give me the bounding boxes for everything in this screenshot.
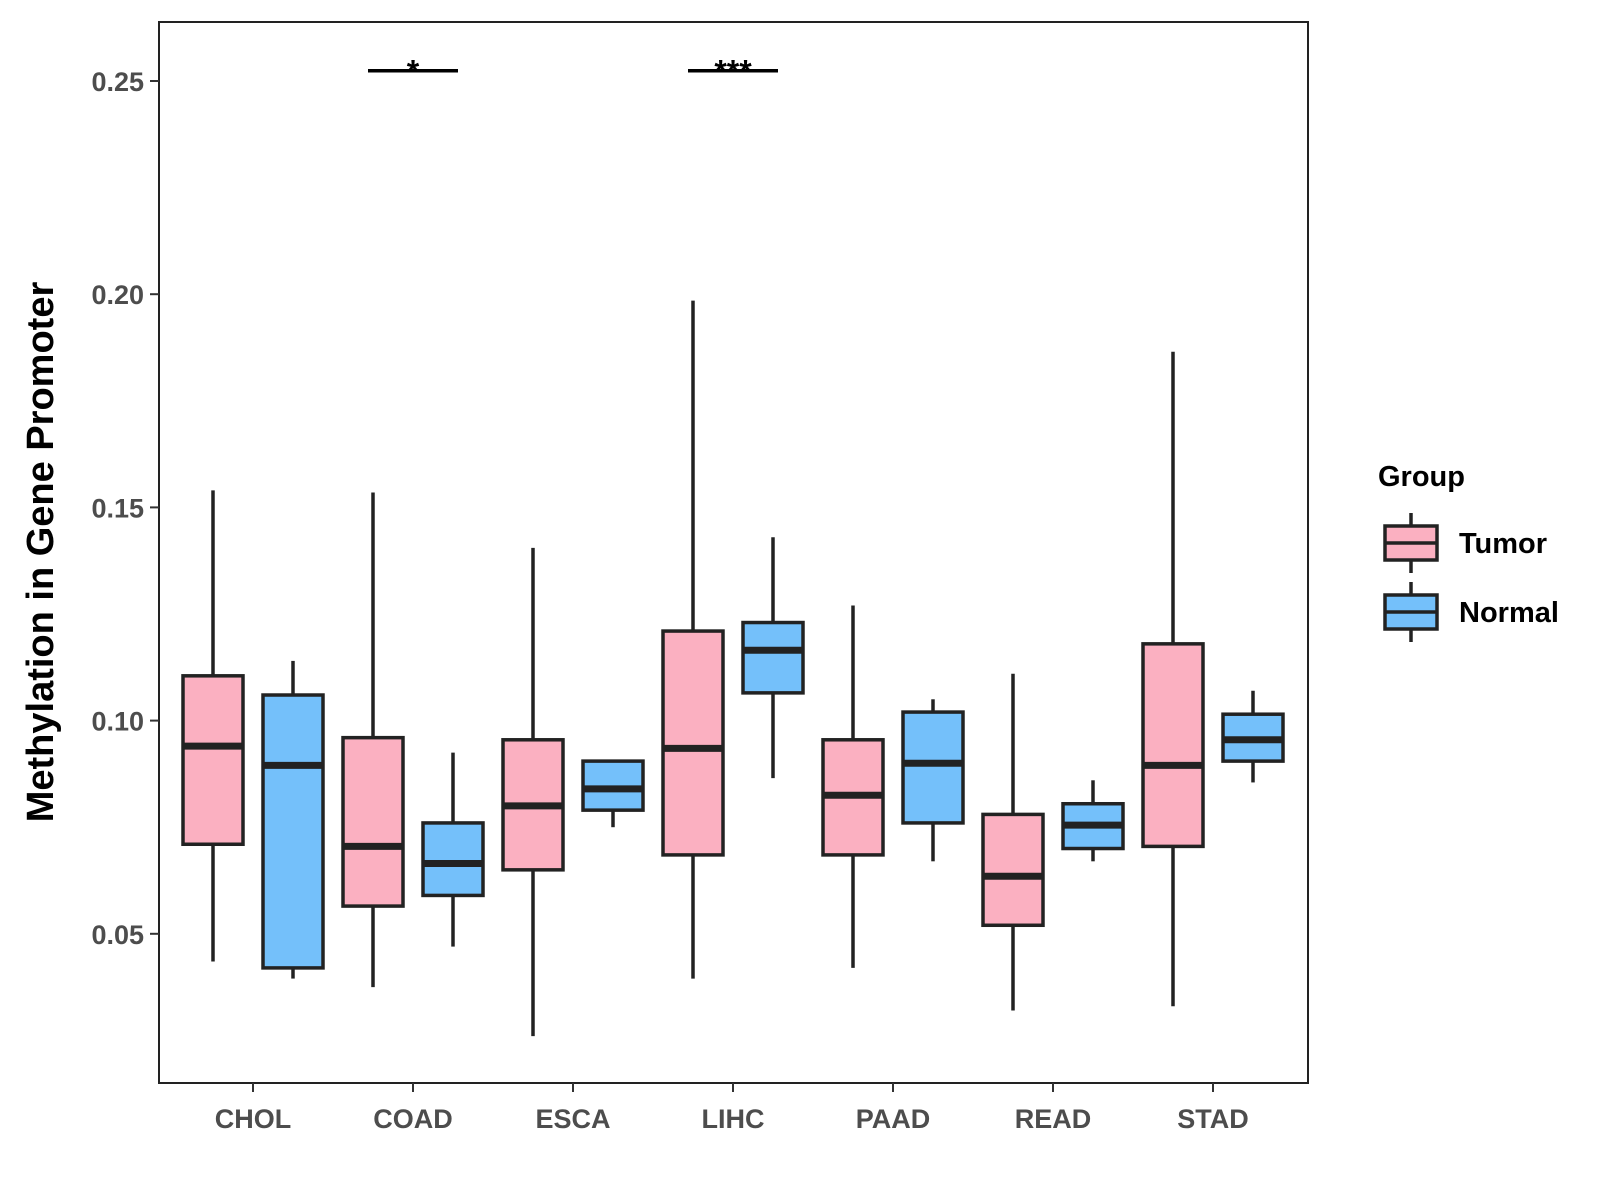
y-tick-label: 0.10 <box>91 707 144 737</box>
y-tick-label: 0.15 <box>91 493 144 523</box>
box-tumor-esca <box>501 547 565 1037</box>
significance-label: *** <box>714 54 752 90</box>
legend-title: Group <box>1378 461 1465 493</box>
box-normal-chol <box>261 660 325 979</box>
y-tick-label: 0.25 <box>91 67 144 97</box>
legend-label-tumor: Tumor <box>1459 528 1547 560</box>
box-iqr <box>901 710 965 825</box>
box-normal-lihc <box>741 537 805 779</box>
legend: Group Tumor Normal <box>1378 461 1559 642</box>
box-normal-stad <box>1221 690 1285 783</box>
box-iqr <box>741 620 805 695</box>
box-normal-paad <box>901 699 965 862</box>
y-axis-title: Methylation in Gene Promoter <box>20 282 62 823</box>
box-tumor-coad <box>341 492 405 988</box>
boxes-layer <box>181 300 1285 1037</box>
box-tumor-paad <box>821 605 885 968</box>
box-tumor-stad <box>1141 351 1205 1007</box>
x-tick-label: CHOL <box>215 1104 292 1134</box>
box-iqr <box>1141 642 1205 849</box>
y-axis: 0.05 0.10 0.15 0.20 0.25 <box>91 67 159 950</box>
box-iqr <box>981 812 1045 928</box>
x-axis: CHOL COAD ESCA LIHC PAAD READ STAD <box>215 1083 1249 1134</box>
box-iqr <box>181 674 245 847</box>
box-iqr <box>261 693 325 970</box>
y-tick-label: 0.20 <box>91 280 144 310</box>
x-tick-label: LIHC <box>702 1104 765 1134</box>
significance-label: * <box>407 54 420 90</box>
box-tumor-read <box>981 673 1045 1011</box>
box-tumor-lihc <box>661 300 725 979</box>
x-tick-label: COAD <box>373 1104 453 1134</box>
box-normal-esca <box>581 759 645 828</box>
box-iqr <box>341 735 405 908</box>
x-tick-label: READ <box>1015 1104 1092 1134</box>
y-tick-label: 0.05 <box>91 920 144 950</box>
box-iqr <box>421 821 485 898</box>
box-normal-read <box>1061 780 1125 862</box>
box-iqr <box>661 629 725 857</box>
legend-key-normal <box>1383 582 1439 642</box>
x-tick-label: STAD <box>1177 1104 1249 1134</box>
legend-key-tumor <box>1383 513 1439 573</box>
x-tick-label: ESCA <box>535 1104 610 1134</box>
box-normal-coad <box>421 752 485 947</box>
box-tumor-chol <box>181 490 245 962</box>
significance-annotations: * *** <box>368 54 778 90</box>
legend-label-normal: Normal <box>1459 597 1559 629</box>
x-tick-label: PAAD <box>856 1104 931 1134</box>
